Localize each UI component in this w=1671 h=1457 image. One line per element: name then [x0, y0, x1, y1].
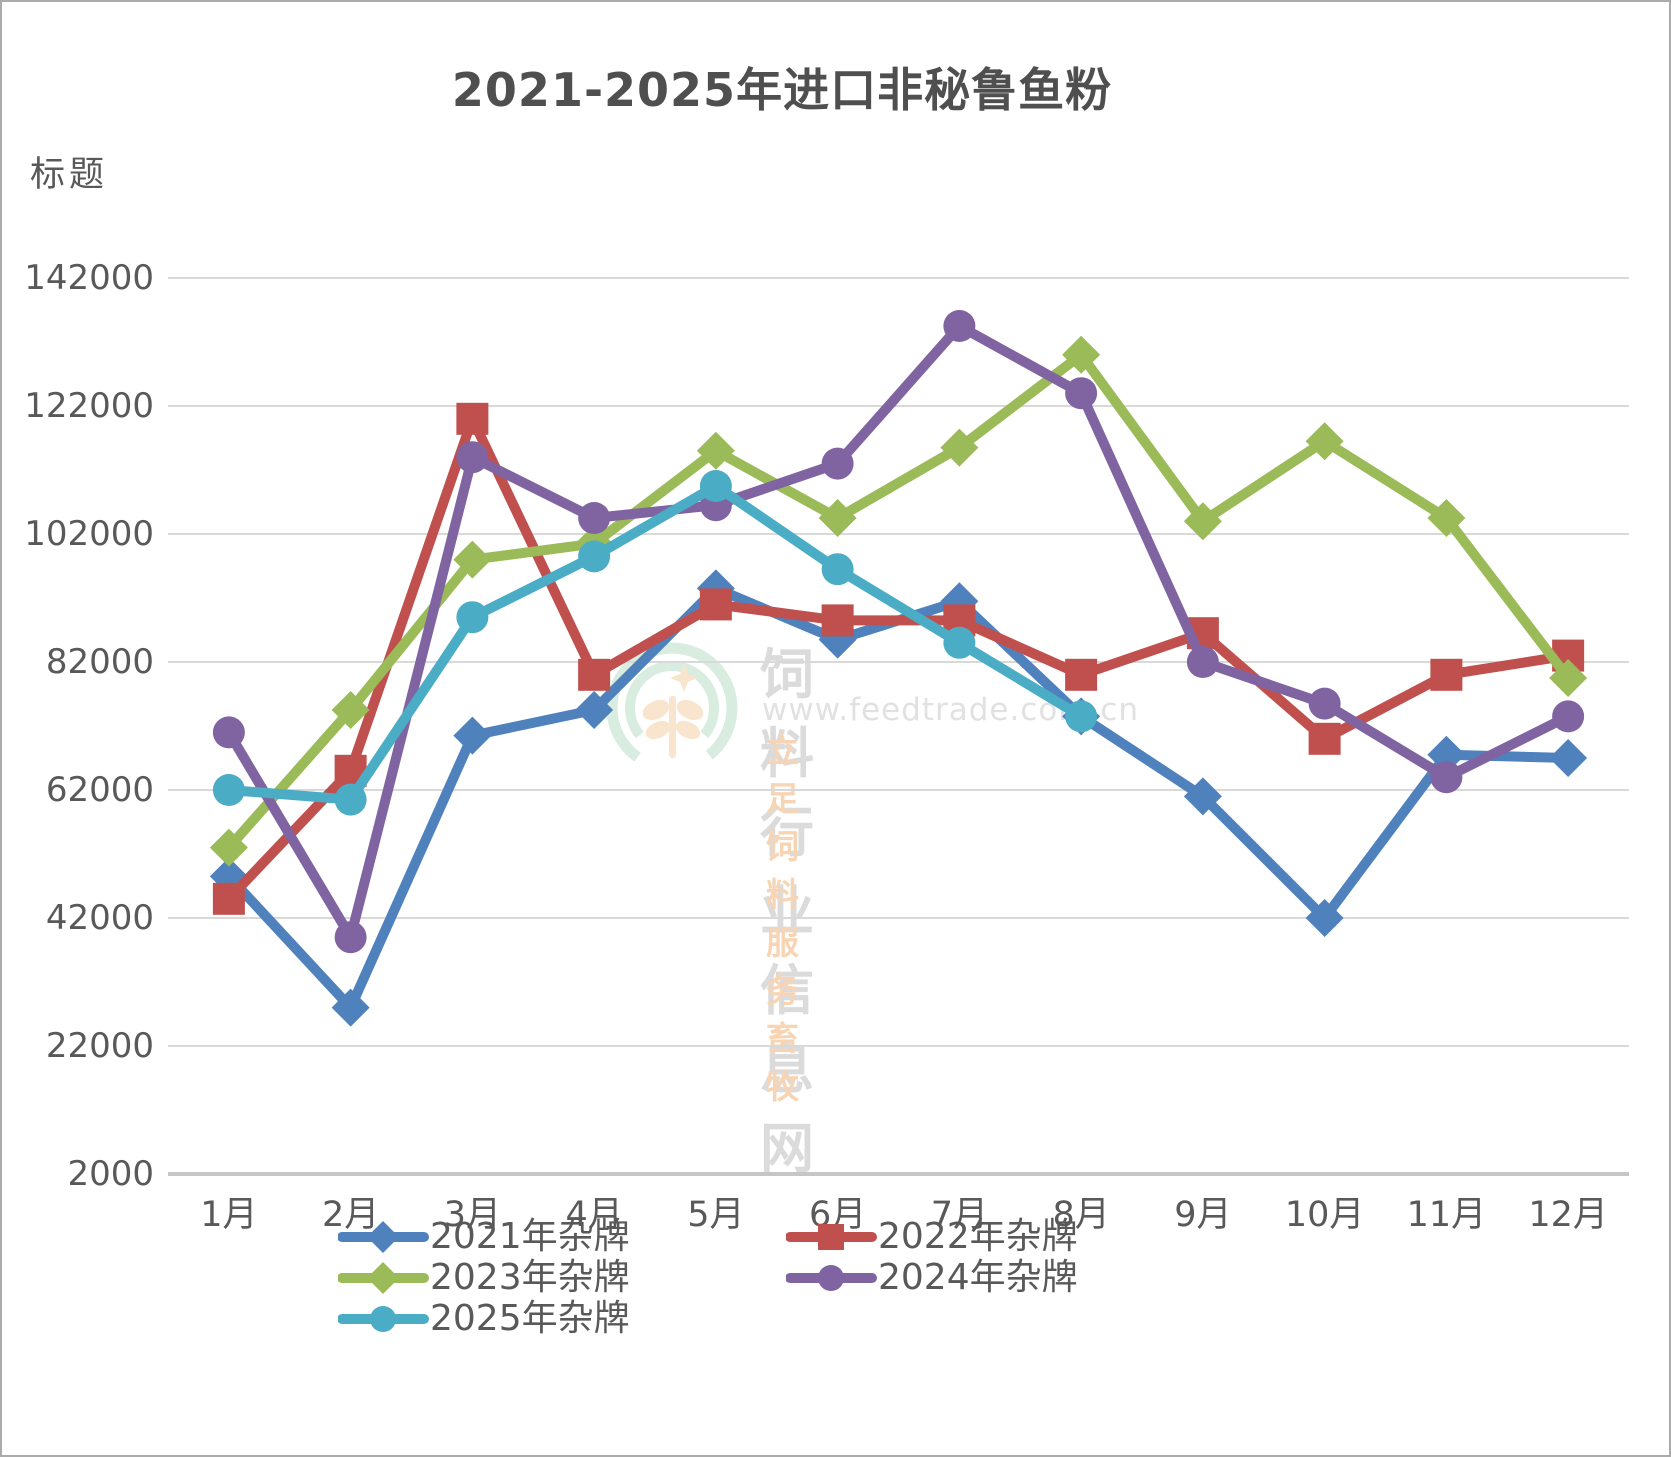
data-point-2023年杂牌[interactable]	[453, 540, 492, 579]
data-point-2024年杂牌[interactable]	[1430, 761, 1463, 794]
data-point-2021年杂牌[interactable]	[1427, 735, 1466, 774]
data-point-2021年杂牌[interactable]	[575, 691, 614, 729]
data-point-2021年杂牌[interactable]	[1305, 899, 1344, 937]
data-point-2023年杂牌[interactable]	[331, 691, 370, 729]
legend-item-2021[interactable]: 2021年杂牌	[338, 1216, 630, 1258]
legend-label-2023: 2023年杂牌	[430, 1257, 630, 1298]
legend-item-2025[interactable]: 2025年杂牌	[338, 1298, 630, 1340]
data-point-2024年杂牌[interactable]	[821, 447, 854, 480]
legend-item-2024[interactable]: 2024年杂牌	[786, 1257, 1078, 1299]
data-point-2022年杂牌[interactable]	[699, 588, 732, 621]
y-tick-label: 102000	[24, 514, 154, 554]
data-point-2025年杂牌[interactable]	[1065, 700, 1098, 733]
legend-item-2022[interactable]: 2022年杂牌	[786, 1216, 1078, 1258]
data-point-2024年杂牌[interactable]	[1065, 377, 1098, 410]
data-point-2024年杂牌[interactable]	[212, 716, 245, 749]
data-point-2023年杂牌[interactable]	[209, 828, 248, 867]
x-axis-label: 5月	[687, 1195, 744, 1235]
data-point-2024年杂牌[interactable]	[1186, 646, 1219, 678]
data-point-2025年杂牌[interactable]	[212, 774, 245, 806]
legend-marker-2023-diamond-icon	[338, 1262, 429, 1294]
data-point-2024年杂牌[interactable]	[456, 441, 489, 474]
y-axis-title: 标题	[30, 155, 109, 195]
data-point-2021年杂牌[interactable]	[453, 716, 492, 755]
legend-marker-2021-diamond-icon	[338, 1221, 429, 1253]
x-axis-label: 11月	[1407, 1195, 1487, 1235]
data-point-2024年杂牌[interactable]	[1552, 700, 1585, 733]
watermark-site-name: 饲料行业信息网	[760, 643, 816, 1180]
data-point-2025年杂牌[interactable]	[821, 553, 854, 586]
x-axis-label: 8月	[1052, 1195, 1109, 1235]
watermark-slogan: 立足饲料 服务畜牧	[766, 731, 806, 1106]
y-tick-label: 22000	[46, 1026, 154, 1066]
data-point-2024年杂牌[interactable]	[943, 310, 976, 342]
series-line-2021年杂牌	[223, 583, 1574, 1013]
legend-marker-2022-square-icon	[786, 1224, 877, 1250]
x-axis-label: 1月	[200, 1195, 257, 1235]
data-point-2023年杂牌[interactable]	[1427, 499, 1466, 537]
data-point-2025年杂牌[interactable]	[943, 626, 976, 659]
legend-label-2022: 2022年杂牌	[878, 1216, 1078, 1257]
data-point-2022年杂牌[interactable]	[821, 604, 854, 637]
x-axis-label: 3月	[444, 1195, 501, 1235]
y-tick-label: 122000	[24, 386, 154, 426]
data-point-2021年杂牌[interactable]	[331, 988, 370, 1027]
legend-shape[interactable]	[367, 1221, 399, 1253]
data-point-2023年杂牌[interactable]	[696, 431, 735, 470]
data-point-2023年杂牌[interactable]	[1549, 659, 1588, 697]
legend-marker-2025-circle-icon	[338, 1306, 429, 1332]
x-axis-label: 4月	[565, 1195, 622, 1235]
legend-shape[interactable]	[818, 1224, 844, 1250]
legend-item-2023[interactable]: 2023年杂牌	[338, 1257, 630, 1299]
chart-title: 2021-2025年进口非秘鲁鱼粉	[451, 63, 1113, 117]
data-point-2025年杂牌[interactable]	[699, 470, 732, 502]
data-point-2023年杂牌[interactable]	[1183, 502, 1222, 541]
legend-shape[interactable]	[370, 1306, 396, 1332]
data-point-2023年杂牌[interactable]	[1305, 422, 1344, 461]
data-point-2022年杂牌[interactable]	[212, 882, 245, 915]
legend-label-2025: 2025年杂牌	[430, 1298, 630, 1339]
legend-label-2024: 2024年杂牌	[878, 1257, 1078, 1298]
x-axis-label: 2月	[322, 1195, 379, 1235]
y-tick-label: 82000	[46, 642, 154, 682]
x-axis-label: 10月	[1285, 1195, 1365, 1235]
data-point-2023年杂牌[interactable]	[1062, 335, 1101, 374]
data-point-2023年杂牌[interactable]	[818, 499, 857, 537]
data-point-2025年杂牌[interactable]	[578, 540, 611, 573]
data-point-2024年杂牌[interactable]	[334, 921, 367, 954]
series-line-2022年杂牌	[223, 413, 1574, 904]
y-tick-label: 142000	[24, 258, 154, 298]
series-line-2024年杂牌	[223, 321, 1574, 943]
x-axis-label: 9月	[1174, 1195, 1231, 1235]
data-point-2022年杂牌[interactable]	[456, 402, 489, 435]
legend-shape[interactable]	[367, 1262, 399, 1294]
data-point-2022年杂牌[interactable]	[578, 658, 611, 691]
data-point-2021年杂牌[interactable]	[1549, 739, 1588, 777]
data-point-2025年杂牌[interactable]	[334, 783, 367, 816]
series-line-2023年杂牌	[223, 349, 1574, 853]
data-point-2024年杂牌[interactable]	[578, 502, 611, 534]
data-point-2024年杂牌[interactable]	[1308, 687, 1341, 720]
data-point-2025年杂牌[interactable]	[456, 601, 489, 634]
feedtrade-logo-icon	[606, 642, 738, 774]
y-tick-label: 42000	[46, 898, 154, 938]
x-axis-label: 7月	[931, 1195, 988, 1235]
legend-shape[interactable]	[818, 1265, 844, 1291]
y-tick-label: 62000	[46, 770, 154, 810]
series-line-2025年杂牌	[223, 481, 1087, 805]
data-point-2022年杂牌[interactable]	[1065, 658, 1098, 691]
legend-marker-2024-circle-icon	[786, 1265, 877, 1291]
data-point-2021年杂牌[interactable]	[1183, 777, 1222, 816]
y-tick-label: 2000	[67, 1154, 154, 1194]
data-point-2023年杂牌[interactable]	[940, 428, 979, 467]
legend-label-2021: 2021年杂牌	[430, 1216, 630, 1257]
data-point-2022年杂牌[interactable]	[1430, 658, 1463, 691]
x-axis-label: 12月	[1528, 1195, 1608, 1235]
data-point-2022年杂牌[interactable]	[1308, 722, 1341, 755]
